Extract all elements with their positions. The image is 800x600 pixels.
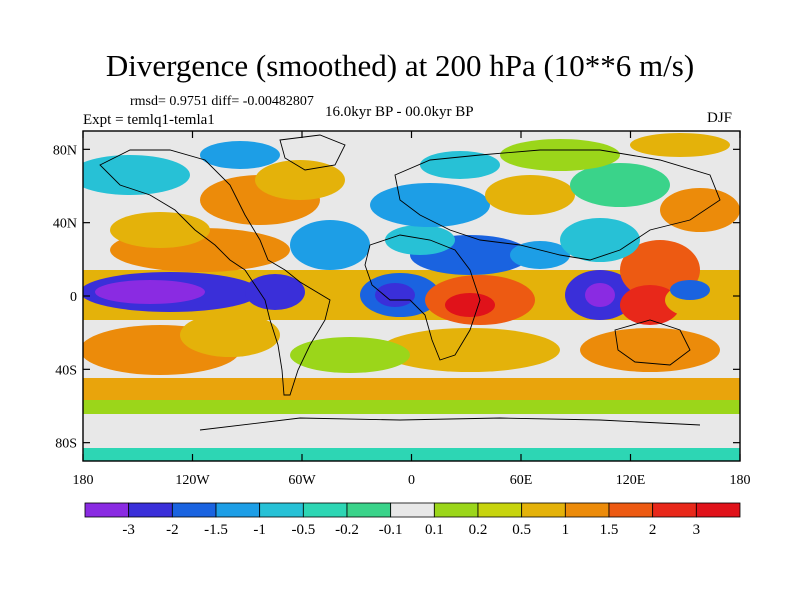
y-axis: 80N 40N 0 40S 80S xyxy=(53,143,740,452)
field-patch xyxy=(660,188,740,232)
colorbar-swatch xyxy=(346,502,392,518)
field-patch xyxy=(290,337,410,373)
continent-outlines xyxy=(99,134,721,431)
field-patch xyxy=(630,133,730,157)
colorbar-swatch xyxy=(84,502,130,518)
antarctica-outline xyxy=(199,417,701,431)
field-patch xyxy=(290,220,370,270)
field-patch xyxy=(570,163,670,207)
y-tick-label: 40S xyxy=(55,363,77,378)
map-title: Divergence (smoothed) at 200 hPa (10**6 … xyxy=(105,48,695,83)
colorbar-swatch xyxy=(521,502,566,518)
australia-outline xyxy=(614,319,691,366)
colorbar-swatch xyxy=(608,502,654,518)
x-tick-label: 120W xyxy=(175,473,210,488)
colorbar-swatch xyxy=(433,502,479,518)
field-patch xyxy=(510,241,570,269)
field-patch xyxy=(245,274,305,310)
africa-outline xyxy=(364,234,481,361)
season-label: DJF xyxy=(707,110,733,126)
pacific-core xyxy=(95,280,205,304)
eurasia-outline xyxy=(394,149,721,261)
x-tick-label: 180 xyxy=(730,473,751,488)
field-patch xyxy=(585,283,615,307)
experiment-label: Expt = temlq1-temla1 xyxy=(83,112,215,128)
colorbar-label: 2 xyxy=(649,522,657,538)
colorbar-swatch xyxy=(695,502,741,518)
colorbar-swatch xyxy=(652,502,697,518)
southern-positive-band xyxy=(83,378,740,404)
americas-outline xyxy=(99,149,331,396)
field-patch xyxy=(445,293,495,317)
colorbar-swatch xyxy=(171,502,217,518)
colorbar-swatch xyxy=(564,502,610,518)
period-label: 16.0kyr BP - 00.0kyr BP xyxy=(325,104,474,120)
x-tick-label: 60W xyxy=(288,473,316,488)
field-patch xyxy=(485,175,575,215)
stats-text: rmsd= 0.9751 diff= -0.00482807 xyxy=(130,94,314,109)
x-axis: 180 120W 60W 0 60E 120E 180 xyxy=(73,131,751,488)
greenland-outline xyxy=(279,134,346,171)
field-patch xyxy=(420,151,500,179)
field-patch xyxy=(620,285,680,325)
colorbar-label: 3 xyxy=(693,522,701,538)
colorbar-label: -0.5 xyxy=(291,522,315,538)
colorbar-swatch xyxy=(390,502,435,518)
southern-green-band xyxy=(83,400,740,414)
colorbar-swatch xyxy=(128,502,173,518)
field-patch xyxy=(375,283,415,307)
colorbar-label: -2 xyxy=(166,522,179,538)
colorbar-label: -0.2 xyxy=(335,522,359,538)
divergence-field xyxy=(83,131,740,461)
field-patch xyxy=(385,225,455,255)
y-tick-label: 80S xyxy=(55,437,77,452)
colorbar-label: 0.2 xyxy=(469,522,488,538)
field-patch xyxy=(560,218,640,262)
field-patch xyxy=(670,280,710,300)
x-tick-label: 60E xyxy=(510,473,533,488)
y-tick-label: 0 xyxy=(70,290,77,305)
field-patch xyxy=(200,141,280,169)
colorbar-swatch xyxy=(477,502,523,518)
colorbar-label: -0.1 xyxy=(379,522,403,538)
colorbar-swatch xyxy=(302,502,348,518)
field-patch xyxy=(180,313,280,357)
colorbar-label: 0.1 xyxy=(425,522,444,538)
x-tick-label: 180 xyxy=(73,473,94,488)
colorbar-swatch xyxy=(259,502,304,518)
field-patch xyxy=(580,328,720,372)
colorbar-label: 1 xyxy=(562,522,570,538)
field-patch xyxy=(370,183,490,227)
field-patch xyxy=(83,155,190,195)
x-tick-label: 120E xyxy=(616,473,646,488)
colorbar-label: -1.5 xyxy=(204,522,228,538)
field-patch xyxy=(110,212,210,248)
field-patch xyxy=(255,160,345,200)
colorbar-label: -3 xyxy=(122,522,135,538)
colorbar-label: 0.5 xyxy=(512,522,531,538)
colorbar-swatch xyxy=(215,502,261,518)
colorbar-label: 1.5 xyxy=(600,522,619,538)
colorbar-label: -1 xyxy=(253,522,266,538)
colorbar: -3 -2 -1.5 -1 -0.5 -0.2 -0.1 0.1 0.2 0.5 1 1.5 2 3 xyxy=(84,502,741,538)
y-tick-label: 40N xyxy=(53,217,77,232)
y-tick-label: 80N xyxy=(53,143,77,158)
x-tick-label: 0 xyxy=(408,473,415,488)
field-patch xyxy=(380,328,560,372)
field-patch xyxy=(500,139,620,171)
